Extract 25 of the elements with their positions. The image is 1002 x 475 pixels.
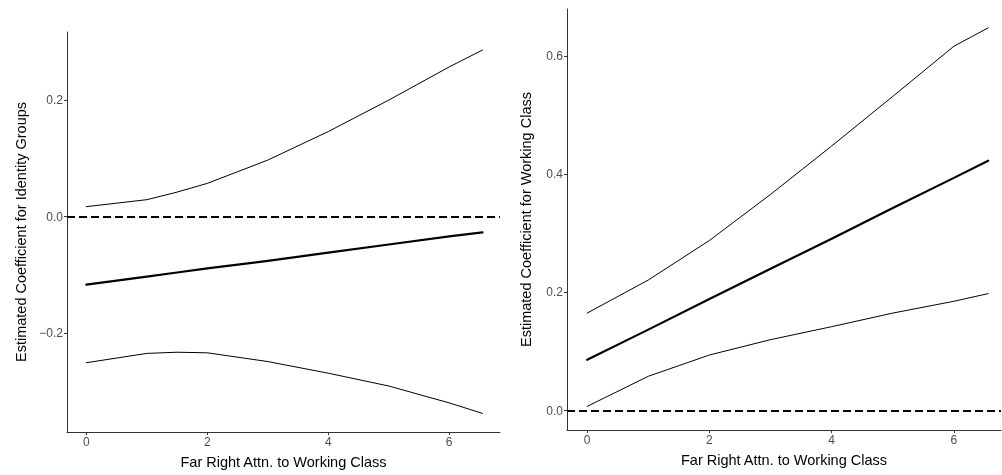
line-series: [586, 293, 989, 407]
x-axis-title: Far Right Attn. to Working Class: [180, 453, 387, 470]
y-tick-label: 0.0: [546, 403, 564, 418]
line-series: [85, 231, 484, 286]
x-tick-label: 2: [706, 433, 714, 447]
line-series: [85, 49, 483, 208]
x-axis-title: Far Right Attn. to Working Class: [680, 451, 888, 468]
x-tick-label: 0: [583, 433, 591, 447]
y-axis-title: Estimated Coefficient for Working Class: [517, 92, 534, 347]
x-tick-label: 6: [445, 435, 453, 449]
x-tick-label: 2: [203, 435, 211, 449]
x-tick-label: 4: [828, 433, 836, 447]
y-tick-label: 0.2: [46, 93, 64, 108]
y-axis-title: Estimated Coefficient for Identity Groups: [12, 101, 29, 363]
y-tick-label: 0.0: [46, 209, 64, 224]
y-tick-label: 0.6: [546, 49, 564, 64]
x-tick-label: 0: [83, 435, 91, 449]
line-series: [586, 27, 989, 314]
x-tick-label: 6: [950, 433, 958, 447]
x-tick-label: 4: [324, 435, 332, 449]
y-tick-label: 0.4: [546, 167, 564, 182]
line-series: [586, 159, 990, 361]
y-tick-label: 0.2: [546, 285, 564, 300]
y-tick-label: −0.2: [39, 326, 64, 341]
line-series: [85, 351, 483, 414]
